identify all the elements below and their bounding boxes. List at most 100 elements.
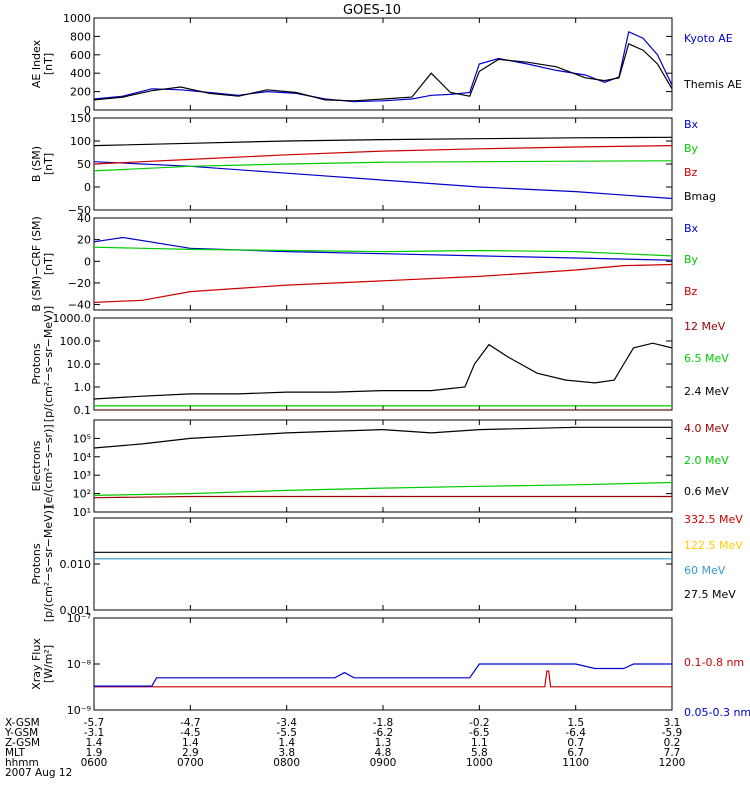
y-tick-label: 100	[70, 135, 91, 148]
footer-cell: -1.8	[373, 717, 394, 729]
y-tick-label: 10⁻⁸	[67, 658, 92, 671]
series-line-2-0-mev	[94, 481, 672, 496]
y-tick-label: 0	[84, 181, 91, 194]
panel-frame	[93, 617, 673, 711]
footer-cell: 1200	[659, 757, 686, 769]
y-axis-label: [nT]	[42, 53, 55, 75]
y-tick-label: 10⁵	[73, 432, 91, 445]
footer-cell: -0.2	[469, 717, 490, 729]
y-axis-label: AE Index	[30, 39, 43, 88]
legend-entry: 0.1-0.8 nm	[684, 656, 744, 669]
y-tick-label: 0.010	[60, 558, 92, 571]
panel-frame	[93, 217, 673, 311]
series-line-0-05-0-3-nm	[94, 663, 672, 687]
y-tick-label: −20	[68, 277, 91, 290]
legend-entry: 2.4 MeV	[684, 385, 729, 398]
y-tick-label: 0	[84, 104, 91, 117]
y-tick-label: 20	[77, 234, 91, 247]
legend-entry: By	[684, 253, 699, 266]
series-line-bz	[94, 263, 672, 303]
footer-cell: 1.4	[182, 737, 199, 749]
panel-frame	[93, 517, 673, 611]
footer-cell: -6.4	[565, 727, 586, 739]
legend-entry: Bx	[684, 222, 699, 235]
footer-cell: 6.7	[567, 747, 584, 759]
y-tick-label: 0.001	[60, 604, 92, 617]
y-tick-label: 400	[70, 67, 91, 80]
legend-entry: 12 MeV	[684, 320, 726, 333]
legend-entry: Bx	[684, 118, 699, 131]
panel-1: 0 200 400 600 800 1000 AE Index [nT] Kyoto AE The…	[30, 12, 742, 117]
footer-row-label: Z-GSM	[5, 737, 40, 749]
panel-7: 10⁻⁹ 10⁻⁸ 10⁻⁷ Xray Flux [W/m²] 0.1-0.8 nm 0.0…	[30, 612, 750, 719]
legend-entry: 27.5 MeV	[684, 588, 736, 601]
y-axis-label: [nT]	[42, 253, 55, 275]
legend-entry: 0.6 MeV	[684, 485, 729, 498]
footer-cell: 1.9	[86, 747, 103, 759]
panel-3: −40 −20 0 20 40 B (SM)−CRF (SM) [nT] Bx By Bz	[30, 212, 699, 312]
series-line-bz	[94, 145, 672, 165]
footer-cell: -6.2	[373, 727, 394, 739]
series-line-4-0-mev	[94, 495, 672, 499]
y-tick-label: 0.1	[74, 404, 92, 417]
y-tick-label: 10¹	[73, 506, 91, 519]
series-line-by	[94, 160, 672, 172]
footer-table: X-GSMY-GSMZ-GSMMLThhmm-5.7-3.11.41.90600…	[4, 717, 685, 779]
y-axis-label: Protons	[30, 343, 43, 384]
footer-cell: 3.8	[278, 747, 295, 759]
footer-row-label: hhmm	[5, 757, 39, 769]
footer-cell: 1.4	[278, 737, 295, 749]
y-tick-label: 200	[70, 86, 91, 99]
footer-cell: 3.1	[664, 717, 681, 729]
y-tick-label: 10⁻⁹	[67, 704, 91, 717]
y-axis-label: Protons	[30, 543, 43, 584]
y-axis-label: [e/(cm²−s−sr)]	[42, 424, 55, 507]
panel-frame	[93, 317, 673, 411]
y-tick-label: 150	[70, 112, 91, 125]
footer-cell: -5.7	[84, 717, 105, 729]
y-tick-label: 800	[70, 30, 91, 43]
footer-cell: 0.2	[664, 737, 681, 749]
legend-entry: By	[684, 142, 699, 155]
series-line-kyoto-ae	[94, 30, 672, 103]
panel-6: 0.001 0.010 Protons [p/(cm²−s−sr−MeV)] 332.5…	[30, 506, 743, 622]
footer-cell: 1.3	[375, 737, 392, 749]
y-tick-label: 50	[77, 158, 91, 171]
footer-cell: 1.5	[567, 717, 584, 729]
footer-row-label: MLT	[5, 747, 25, 759]
series-line-bmag	[94, 136, 672, 147]
series-line-bx	[94, 236, 672, 261]
legend-entry: 6.5 MeV	[684, 352, 729, 365]
y-tick-label: 10.0	[67, 358, 92, 371]
footer-cell: -3.4	[276, 717, 297, 729]
footer-cell: 0.7	[567, 737, 584, 749]
panel-frame	[93, 17, 673, 111]
legend-entry: 122.5 MeV	[684, 539, 743, 552]
footer-cell: 0700	[177, 757, 204, 769]
y-axis-label: B (SM)	[30, 146, 43, 182]
y-tick-label: 10²	[73, 488, 91, 501]
y-tick-label: 1000	[63, 12, 91, 25]
footer-cell: 1000	[466, 757, 493, 769]
legend-entry: 2.0 MeV	[684, 454, 729, 467]
series-line-2-4-mev	[94, 342, 672, 400]
y-axis-label: [W/m²]	[42, 645, 55, 683]
footer-cell: 0800	[273, 757, 300, 769]
y-axis-label: [nT]	[42, 153, 55, 175]
y-tick-label: 0	[84, 255, 91, 268]
series-line-by	[94, 246, 672, 257]
footer-cell: -5.9	[662, 727, 683, 739]
series-line-0-1-0-8-nm	[94, 670, 672, 688]
y-axis-label: Electrons	[30, 440, 43, 491]
footer-cell: 4.8	[375, 747, 392, 759]
y-tick-label: −50	[68, 204, 91, 217]
footer-cell: -3.1	[84, 727, 105, 739]
footer-cell: -5.5	[276, 727, 297, 739]
y-tick-label: 100.0	[60, 335, 92, 348]
footer-date: 2007 Aug 12	[5, 767, 72, 779]
y-axis-label: [p/(cm²−s−sr−MeV)]	[42, 506, 55, 622]
legend-entry: Bz	[684, 285, 698, 298]
legend-entry: Kyoto AE	[684, 32, 733, 45]
